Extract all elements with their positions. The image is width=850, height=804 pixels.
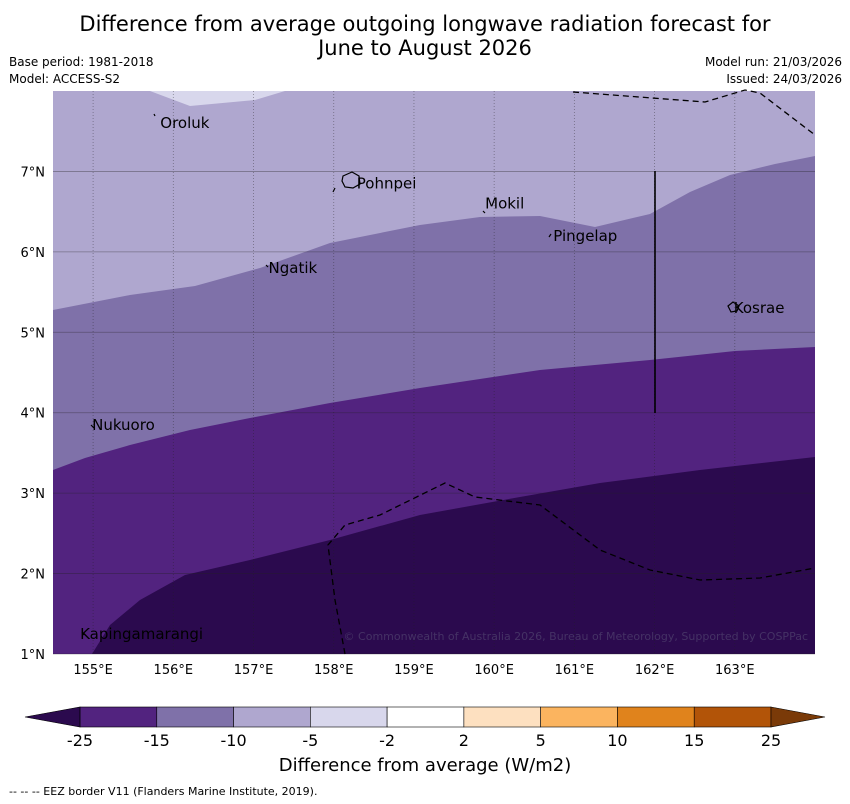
colorbar-extend-max — [770, 706, 826, 728]
place-label: Pohnpei — [357, 174, 417, 192]
colorbar-segment — [79, 706, 158, 728]
colorbar-tick-label: 5 — [536, 731, 546, 750]
lon-tick-label: 156°E — [154, 663, 194, 678]
island-shape-mokil — [482, 210, 486, 214]
island-shape-nukuoro — [90, 424, 95, 429]
model-run: Model run: 21/03/2026 — [704, 55, 842, 69]
island-shape-pohnpei — [341, 171, 361, 189]
colorbar-segment — [693, 706, 772, 728]
colorbar-segment — [156, 706, 234, 728]
lon-tick-label: 159°E — [394, 663, 434, 678]
place-label: Oroluk — [160, 114, 209, 132]
colorbar-tick-label: -2 — [379, 731, 395, 750]
eez-footnote: -- -- -- EEZ border V11 (Flanders Marine… — [9, 785, 318, 798]
place-label: Mokil — [485, 195, 524, 213]
lat-tick-label: 4°N — [21, 407, 46, 422]
colorbar-tick-label: -15 — [144, 731, 170, 750]
graticule — [53, 91, 815, 655]
lat-tick-label: 1°N — [21, 648, 46, 663]
colorbar-segment — [463, 706, 541, 728]
place-label: Nukuoro — [92, 416, 155, 434]
place-labels: Oroluk Pohnpei Mokil Pingelap Ngatik Kosrae Nu… — [80, 114, 784, 643]
colorbar-segment — [540, 706, 618, 728]
place-label: Pingelap — [553, 227, 617, 245]
base-period: Base period: 1981-2018 — [9, 55, 154, 69]
colorbar-extend-min-outline — [24, 706, 81, 728]
contour-bands — [53, 91, 815, 654]
island-shape-ngatik — [265, 264, 269, 268]
colorbar-tick-label: 2 — [459, 731, 469, 750]
place-label: Kapingamarangi — [80, 625, 203, 643]
lat-tick-label: 2°N — [21, 568, 46, 583]
eez-border-north — [572, 89, 816, 136]
place-label: Ngatik — [269, 259, 318, 277]
eez-border-south — [327, 482, 816, 655]
island-shape-oroluk — [153, 113, 156, 117]
model-name: Model: ACCESS-S2 — [9, 72, 121, 86]
band-minus10-to-minus5 — [53, 91, 815, 310]
copyright-text: © Commonwealth of Australia 2026, Bureau… — [344, 630, 808, 643]
lon-tick-label: 162°E — [635, 663, 675, 678]
title-line-2: June to August 2026 — [318, 36, 532, 60]
colorbar-segment — [310, 706, 388, 728]
colorbar-tick-label: 25 — [761, 731, 781, 750]
meta-right: Model run: 21/03/2026 Issued: 24/03/2026 — [705, 54, 842, 88]
island-shape-kosrae — [727, 301, 740, 313]
colorbar: -25 -15 -10 -5 -2 2 5 10 15 25 — [24, 706, 826, 750]
map-title: Difference from average outgoing longwav… — [0, 12, 850, 60]
place-label: Kosrae — [734, 299, 785, 317]
lon-tick-label: 160°E — [474, 663, 514, 678]
island-shape-ant — [332, 187, 336, 193]
island-shape-pingelap — [548, 233, 552, 238]
eez-borders — [327, 89, 816, 655]
colorbar-tick-label: -10 — [220, 731, 246, 750]
lon-tick-label: 158°E — [314, 663, 354, 678]
lon-tick-label: 157°E — [234, 663, 274, 678]
island-outlines — [81, 113, 740, 636]
axis-ticks: 155°E 156°E 157°E 158°E 159°E 160°E 161°E 162°E… — [21, 165, 755, 678]
colorbar-segment — [386, 706, 465, 728]
lat-tick-label: 7°N — [21, 165, 46, 180]
lon-tick-label: 161°E — [555, 663, 595, 678]
lat-tick-label: 5°N — [21, 326, 46, 341]
lon-tick-label: 155°E — [73, 663, 113, 678]
lon-tick-label: 163°E — [715, 663, 755, 678]
issued-date: Issued: 24/03/2026 — [726, 72, 842, 86]
colorbar-segment — [617, 706, 695, 728]
colorbar-segment — [233, 706, 311, 728]
colorbar-title: Difference from average (W/m2) — [278, 755, 572, 776]
colorbar-tick-label: -5 — [302, 731, 318, 750]
colorbar-extend-min — [25, 707, 80, 727]
colorbar-tick-label: 15 — [684, 731, 704, 750]
lat-tick-label: 6°N — [21, 246, 46, 261]
island-shape-kapingamarangi — [81, 631, 85, 636]
colorbar-tick-label: 10 — [607, 731, 627, 750]
lat-tick-label: 3°N — [21, 487, 46, 502]
title-line-1: Difference from average outgoing longwav… — [79, 12, 771, 36]
colorbar-tick-label: -25 — [67, 731, 93, 750]
band-minus5-to-minus2 — [150, 91, 285, 106]
meta-left: Base period: 1981-2018 Model: ACCESS-S2 — [9, 54, 154, 88]
